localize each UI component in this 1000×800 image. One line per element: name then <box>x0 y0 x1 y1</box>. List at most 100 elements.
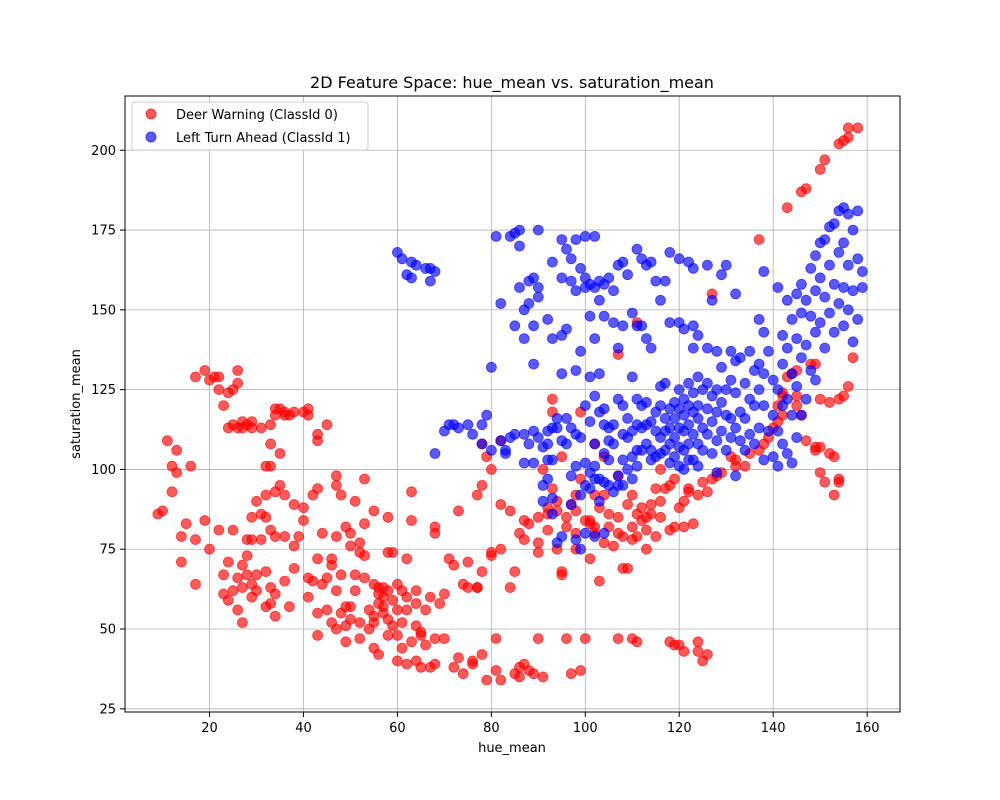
data-point <box>551 412 563 424</box>
data-point <box>589 531 601 542</box>
data-point <box>274 479 286 491</box>
data-point <box>796 278 807 290</box>
data-point <box>598 403 610 415</box>
data-point <box>617 479 629 491</box>
data-point <box>528 320 539 332</box>
data-point <box>570 460 582 472</box>
data-point <box>429 658 441 670</box>
data-point <box>547 508 558 520</box>
data-point <box>232 377 244 389</box>
data-point <box>810 285 821 297</box>
data-point <box>345 601 356 613</box>
plot-area <box>125 96 900 712</box>
data-point <box>579 400 591 412</box>
data-point <box>279 489 291 501</box>
data-point <box>828 489 840 501</box>
data-point <box>547 333 558 345</box>
data-point <box>321 572 333 584</box>
data-point <box>589 390 601 402</box>
data-point <box>265 438 277 450</box>
data-point <box>852 313 864 325</box>
data-point <box>781 448 793 459</box>
data-point <box>265 460 277 472</box>
data-point <box>786 457 798 469</box>
data-point <box>687 387 699 399</box>
data-point <box>495 435 507 447</box>
data-point <box>739 444 751 456</box>
data-point <box>462 556 474 568</box>
data-point <box>777 358 788 370</box>
y-tick-label: 25 <box>99 702 116 717</box>
data-point <box>749 400 760 412</box>
data-point <box>495 543 507 555</box>
data-point <box>476 438 488 450</box>
data-point <box>476 649 488 660</box>
data-point <box>711 406 723 418</box>
data-point <box>847 224 859 236</box>
data-point <box>819 154 831 166</box>
data-point <box>655 400 666 412</box>
data-point <box>542 438 554 450</box>
data-point <box>349 585 361 597</box>
data-point <box>561 243 572 255</box>
data-point <box>641 543 652 555</box>
data-point <box>532 282 544 293</box>
data-point <box>368 505 380 517</box>
x-tick-label: 160 <box>855 721 880 736</box>
data-point <box>190 534 201 545</box>
data-point <box>349 495 361 507</box>
data-point <box>697 476 709 488</box>
data-point <box>711 384 723 396</box>
data-point <box>368 610 380 622</box>
data-point <box>608 317 619 329</box>
data-point <box>626 371 638 383</box>
data-point <box>598 537 610 549</box>
data-point <box>565 253 577 265</box>
y-tick-label: 175 <box>91 224 116 239</box>
data-point <box>565 470 577 482</box>
data-point <box>227 524 239 536</box>
data-point <box>824 259 835 271</box>
data-point <box>255 534 267 545</box>
data-point <box>603 272 615 284</box>
data-point <box>636 320 648 332</box>
data-point <box>241 550 253 561</box>
data-point <box>406 486 417 498</box>
data-point <box>603 508 615 520</box>
data-point <box>532 432 544 443</box>
data-point <box>631 460 643 472</box>
data-point <box>584 483 596 495</box>
data-point <box>749 438 760 450</box>
data-point <box>692 329 704 341</box>
data-point <box>420 639 432 651</box>
data-point <box>359 572 370 584</box>
data-point <box>415 630 427 641</box>
data-point <box>819 291 831 303</box>
data-point <box>490 633 502 644</box>
data-point <box>532 633 544 644</box>
data-point <box>481 409 493 421</box>
data-point <box>345 540 356 552</box>
data-point <box>265 419 277 431</box>
data-point <box>551 422 563 434</box>
data-point <box>575 345 586 357</box>
data-point <box>608 540 619 552</box>
data-point <box>396 617 408 628</box>
data-point <box>166 486 178 498</box>
data-point <box>514 224 525 236</box>
data-point <box>565 668 577 680</box>
data-point <box>340 636 352 648</box>
data-point <box>716 361 727 373</box>
data-point <box>330 470 342 482</box>
data-point <box>852 122 864 134</box>
data-point <box>185 460 197 472</box>
data-point <box>791 400 803 412</box>
data-point <box>739 412 751 424</box>
data-point <box>589 333 601 345</box>
data-point <box>485 444 497 456</box>
data-point <box>772 282 784 293</box>
data-point <box>359 550 370 561</box>
data-point <box>744 428 756 440</box>
data-point <box>669 451 680 463</box>
data-point <box>251 495 262 507</box>
